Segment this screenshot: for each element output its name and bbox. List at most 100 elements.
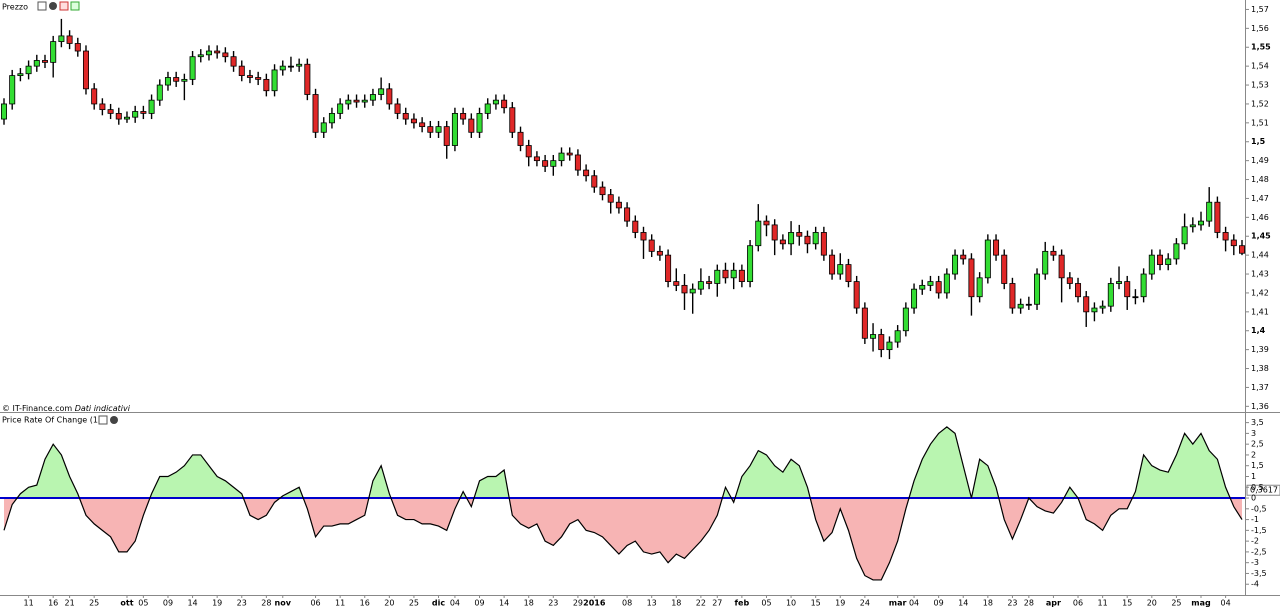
candle-body — [1157, 254, 1164, 265]
candle-body — [460, 112, 467, 120]
candle-body — [615, 201, 622, 209]
candle-body — [673, 281, 680, 286]
candle-body — [173, 77, 180, 82]
candle-body — [1058, 254, 1065, 279]
candle-body — [1009, 283, 1016, 309]
x-tick-label: 05 — [761, 599, 771, 608]
candle-body — [189, 56, 196, 80]
candle-body — [952, 254, 959, 275]
icon[interactable] — [49, 2, 57, 10]
candle-body — [894, 330, 901, 343]
candle-body — [935, 281, 942, 294]
icon[interactable] — [70, 1, 80, 11]
candle-body — [1132, 296, 1139, 299]
x-tick-label: 23 — [237, 599, 247, 608]
candle-body — [558, 152, 565, 162]
icon[interactable] — [110, 416, 118, 424]
x-tick-label: 24 — [860, 599, 870, 608]
x-tick-label: 06 — [310, 599, 320, 608]
candle-body — [443, 126, 450, 146]
candle-body — [1075, 283, 1082, 298]
y-tick-label: 1,42 — [1251, 288, 1269, 297]
candle-body — [902, 307, 909, 332]
candle-body — [542, 160, 549, 167]
candle-body — [107, 109, 114, 114]
panel-icons — [37, 1, 80, 11]
candle-body — [1173, 243, 1180, 260]
icon[interactable] — [98, 415, 108, 425]
x-tick-label: 04 — [450, 599, 460, 608]
y-tick-label: 1,49 — [1251, 156, 1269, 165]
copyright-text: © IT-Finance.com — [2, 404, 72, 413]
candle-body — [82, 50, 89, 90]
x-tick-label: 25 — [89, 599, 99, 608]
x-tick-label: 09 — [163, 599, 173, 608]
candle-body — [386, 88, 393, 105]
candle-body — [271, 69, 278, 92]
y-tick-label: 2 — [1251, 450, 1256, 459]
candle-body — [796, 232, 803, 237]
candle-body — [960, 254, 967, 260]
candle-body — [829, 254, 836, 275]
candle-body — [566, 152, 573, 156]
candle-body — [1165, 258, 1172, 265]
x-tick-label: mar — [889, 599, 907, 608]
candle-body — [730, 269, 737, 279]
candle-body — [1239, 245, 1246, 254]
x-tick-label: 20 — [384, 599, 394, 608]
candle-body — [640, 232, 647, 241]
candle-body — [1107, 283, 1114, 307]
candle-body — [435, 126, 442, 133]
candle-body — [1181, 226, 1188, 245]
candle-body — [517, 131, 524, 146]
x-tick-label: 2016 — [583, 599, 606, 608]
candle-body — [140, 111, 147, 114]
candle-body — [722, 269, 729, 279]
panel-title: Price Rate Of Change (10) — [2, 416, 106, 425]
candle-body — [1001, 254, 1008, 284]
candle-body — [328, 112, 335, 124]
y-tick-label: 1,36 — [1251, 402, 1269, 411]
candle-body — [378, 88, 385, 95]
candle-body — [697, 281, 704, 290]
candle-body — [1222, 232, 1229, 241]
icon[interactable] — [59, 1, 69, 11]
candle-body — [927, 281, 934, 286]
x-tick-label: 16 — [48, 599, 58, 608]
candle-body — [419, 122, 426, 128]
candle-body — [1214, 201, 1221, 233]
y-tick-label: 1,45 — [1251, 232, 1271, 241]
candle-body — [451, 112, 458, 146]
y-tick-label: -0,5 — [1251, 504, 1267, 513]
y-tick-label: 0,5 — [1251, 483, 1264, 492]
candle-body — [1198, 220, 1205, 226]
candle-body — [123, 116, 130, 120]
candle-body — [304, 63, 311, 95]
y-tick-label: 1,53 — [1251, 81, 1269, 90]
candle-body — [222, 52, 229, 58]
candle-body — [9, 75, 16, 105]
candle-body — [1140, 273, 1147, 298]
icon[interactable] — [37, 1, 47, 11]
candle-body — [1017, 303, 1024, 309]
x-tick-label: feb — [735, 599, 750, 608]
x-tick-label: nov — [275, 599, 292, 608]
candle-body — [1099, 305, 1106, 309]
x-tick-label: 25 — [409, 599, 419, 608]
candle-body — [976, 277, 983, 298]
candle-body — [66, 35, 73, 44]
y-tick-label: 1,54 — [1251, 62, 1269, 71]
candle-body — [1025, 303, 1032, 306]
candle-body — [509, 107, 516, 133]
candle-body — [492, 99, 499, 105]
y-tick-label: 1,43 — [1251, 270, 1269, 279]
y-tick-label: -3 — [1251, 558, 1259, 567]
x-tick-label: 27 — [712, 599, 722, 608]
y-tick-label: 1,5 — [1251, 137, 1266, 146]
candle-body — [533, 156, 540, 162]
y-tick-label: 1,57 — [1251, 5, 1269, 14]
y-tick-label: 1,51 — [1251, 118, 1269, 127]
candle-body — [205, 50, 212, 56]
candle-body — [1050, 250, 1057, 256]
